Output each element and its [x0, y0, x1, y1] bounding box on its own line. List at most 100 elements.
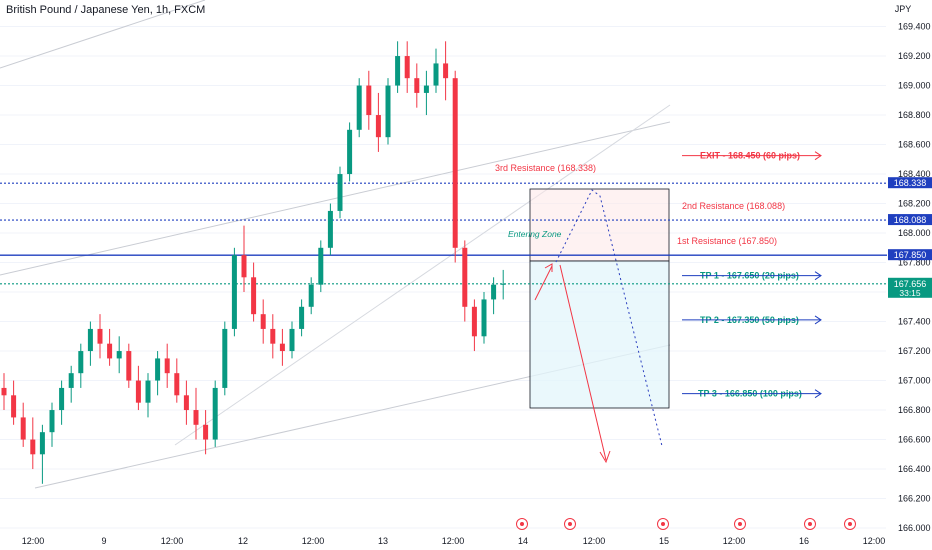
- candle-body-50: [481, 299, 487, 337]
- level-tag-subtext-3: 33:15: [899, 288, 921, 298]
- x-tick-label-8: 12:00: [583, 536, 606, 546]
- y-tick-label-4: 166.800: [898, 405, 931, 415]
- candle-body-49: [471, 306, 477, 337]
- candle-body-10: [97, 328, 103, 344]
- candle-body-14: [135, 380, 141, 403]
- target-arrow-head-7: [814, 389, 822, 399]
- candle-body-15: [145, 380, 151, 403]
- y-tick-label-2: 166.400: [898, 464, 931, 474]
- candle-body-51: [491, 284, 497, 300]
- candle-body-3: [30, 439, 36, 455]
- candle-body-20: [193, 410, 199, 425]
- price-axis: JPY 166.000 166.200 166.400 166.600 166.800 16…: [888, 4, 932, 533]
- y-tick-label-10: 168.000: [898, 228, 931, 238]
- level-tag-text-0: 168.338: [894, 178, 927, 188]
- y-tick-label-14: 168.800: [898, 110, 931, 120]
- y-tick-label-16: 169.200: [898, 51, 931, 61]
- resistance-zone: [529, 188, 670, 262]
- candle-body-18: [174, 373, 180, 396]
- candle-body-40: [385, 85, 391, 138]
- chart-title: British Pound / Japanese Yen, 1h, FXCM: [6, 4, 206, 16]
- event-markers: [516, 518, 856, 530]
- candle-body-29: [279, 343, 285, 352]
- candle-body-30: [289, 328, 295, 352]
- y-tick-label-5: 167.000: [898, 376, 931, 386]
- candle-body-13: [126, 351, 132, 381]
- candles: [1, 41, 506, 484]
- y-tick-label-13: 168.600: [898, 140, 931, 150]
- annotations: 3rd Resistance (168.338) 2nd Resistance (…: [495, 151, 822, 399]
- level-tag-text-1: 168.088: [894, 215, 927, 225]
- x-tick-label-1: 9: [101, 536, 106, 546]
- candle-body-42: [404, 56, 410, 79]
- y-tick-label-15: 169.000: [898, 81, 931, 91]
- candle-body-35: [337, 174, 343, 211]
- level-tag-0: [888, 177, 932, 189]
- projection-paths: [534, 189, 663, 464]
- x-tick-label-2: 12:00: [161, 536, 184, 546]
- drop-arrow-head: [599, 450, 611, 464]
- alt-path: [555, 189, 663, 447]
- time-axis: 12:00 9 12:00 12 12:00 13 12:00 14 12:00 15 12:00 1…: [22, 536, 886, 546]
- candle-body-48: [462, 247, 468, 307]
- candle-body-11: [107, 343, 113, 359]
- candle-body-24: [231, 255, 237, 329]
- candle-body-27: [260, 314, 266, 329]
- candle-body-7: [68, 373, 74, 388]
- candle-body-1: [11, 395, 17, 418]
- candle-body-26: [251, 277, 257, 315]
- candle-body-2: [20, 417, 26, 440]
- x-tick-label-12: 12:00: [863, 536, 886, 546]
- entry-arrow-head: [544, 263, 553, 272]
- event-marker-dot-4: [808, 522, 812, 526]
- candle-body-28: [270, 328, 276, 344]
- event-marker-dot-5: [848, 522, 852, 526]
- candle-body-33: [318, 247, 324, 285]
- candle-body-46: [443, 63, 449, 79]
- annotation-2: 1st Resistance (167.850): [677, 236, 777, 246]
- candle-body-39: [375, 115, 381, 138]
- target-arrow-head-5: [814, 271, 822, 281]
- level-tag-3: [888, 277, 932, 298]
- x-tick-label-10: 12:00: [723, 536, 746, 546]
- currency-label: JPY: [895, 4, 912, 14]
- candle-body-43: [414, 78, 420, 93]
- candle-body-32: [308, 284, 314, 307]
- x-tick-label-11: 16: [799, 536, 809, 546]
- candle-body-36: [347, 129, 353, 175]
- y-tick-label-3: 166.600: [898, 435, 931, 445]
- candle-body-23: [222, 328, 228, 388]
- horizontal-levels: [0, 182, 887, 285]
- candle-body-0: [1, 387, 7, 396]
- level-tag-2: [888, 249, 932, 261]
- event-marker-dot-3: [738, 522, 742, 526]
- y-tick-label-6: 167.200: [898, 346, 931, 356]
- target-arrow-head-6: [814, 315, 822, 325]
- trade-zones: [529, 188, 670, 409]
- event-marker-dot-0: [520, 522, 524, 526]
- candle-body-4: [39, 432, 45, 455]
- candle-body-19: [183, 395, 189, 411]
- annotation-0: 3rd Resistance (168.338): [495, 163, 596, 173]
- y-tick-label-9: 167.800: [898, 258, 931, 268]
- candle-body-47: [452, 78, 458, 248]
- candle-body-25: [241, 255, 247, 278]
- y-tick-label-11: 168.200: [898, 199, 931, 209]
- rising-trendline: [0, 121, 671, 276]
- candle-body-17: [164, 358, 170, 374]
- x-tick-label-0: 12:00: [22, 536, 45, 546]
- annotation-1: 2nd Resistance (168.088): [682, 201, 785, 211]
- x-tick-label-6: 12:00: [442, 536, 465, 546]
- x-tick-label-5: 13: [378, 536, 388, 546]
- drop-arrow: [559, 264, 607, 461]
- level-tag-1: [888, 214, 932, 226]
- candle-body-8: [78, 351, 84, 374]
- x-tick-label-3: 12: [238, 536, 248, 546]
- x-tick-label-9: 15: [659, 536, 669, 546]
- candle-body-41: [395, 56, 401, 86]
- y-tick-label-1: 166.200: [898, 494, 931, 504]
- event-marker-dot-1: [568, 522, 572, 526]
- candle-body-21: [203, 424, 209, 440]
- x-tick-label-7: 14: [518, 536, 528, 546]
